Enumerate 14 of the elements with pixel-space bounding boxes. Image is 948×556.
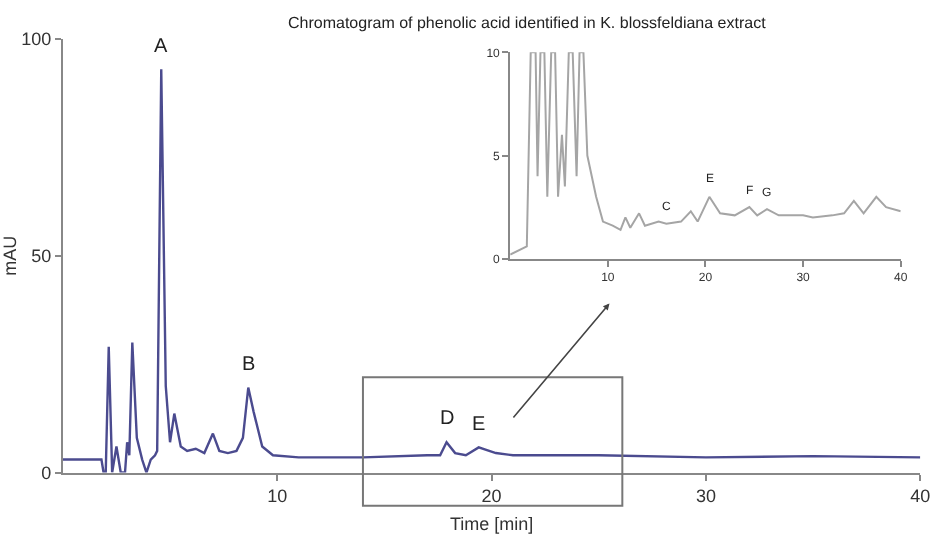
y-axis-title: mAU — [0, 235, 20, 276]
x-tick-label: 10 — [267, 486, 288, 507]
annotation: B — [242, 354, 256, 376]
annotation: A — [154, 36, 168, 58]
x-tick-label: 30 — [695, 486, 716, 507]
y-tick-label: 0 — [41, 462, 52, 483]
x-tick-label: 20 — [481, 486, 502, 507]
y-tick-label: 50 — [31, 246, 52, 267]
y-tick-label: 100 — [21, 29, 52, 50]
annotation: E — [472, 414, 486, 436]
annotation: D — [440, 408, 455, 430]
chart-title: Chromatogram of phenolic acid identified in K. blossfeldiana extract — [288, 14, 768, 32]
x-tick-label: 40 — [910, 486, 931, 507]
x-axis-title: Time [min] — [449, 513, 534, 534]
